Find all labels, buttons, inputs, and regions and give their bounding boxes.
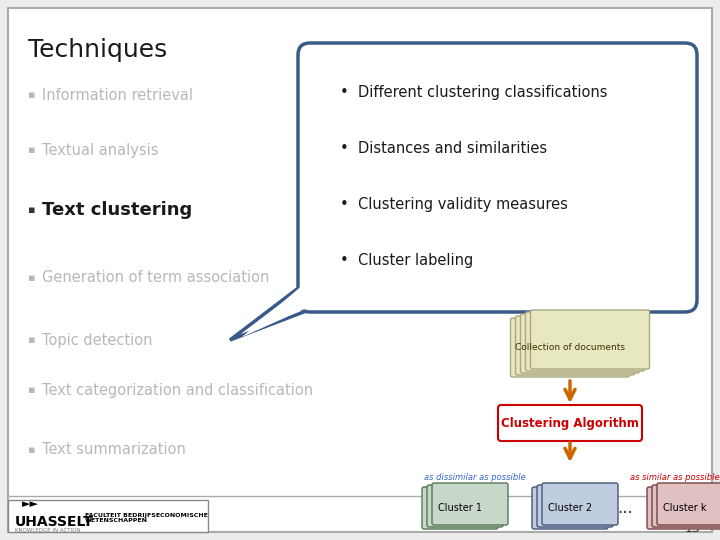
FancyBboxPatch shape xyxy=(526,312,644,371)
FancyBboxPatch shape xyxy=(542,483,618,525)
FancyBboxPatch shape xyxy=(537,485,613,527)
Text: •  Clustering validity measures: • Clustering validity measures xyxy=(340,197,568,212)
Text: ▪: ▪ xyxy=(28,273,35,283)
Text: KNOWLEDGE IN ACTION: KNOWLEDGE IN ACTION xyxy=(15,528,81,532)
FancyBboxPatch shape xyxy=(531,310,649,369)
Text: UHASSELT: UHASSELT xyxy=(15,515,94,529)
Text: ►►: ►► xyxy=(22,499,39,509)
Text: •  Cluster labeling: • Cluster labeling xyxy=(340,253,473,268)
Polygon shape xyxy=(242,272,318,337)
Text: Clustering Algorithm: Clustering Algorithm xyxy=(501,416,639,429)
Text: FACULTEIT BEDRIJFSECONOMISCHE
WETENSCHAPPEN: FACULTEIT BEDRIJFSECONOMISCHE WETENSCHAP… xyxy=(85,512,208,523)
Text: Topic detection: Topic detection xyxy=(42,333,153,348)
FancyBboxPatch shape xyxy=(510,318,629,377)
FancyBboxPatch shape xyxy=(516,316,634,375)
FancyBboxPatch shape xyxy=(657,483,720,525)
FancyBboxPatch shape xyxy=(647,487,720,529)
FancyBboxPatch shape xyxy=(422,487,498,529)
Text: ▪: ▪ xyxy=(28,335,35,345)
Text: Cluster 2: Cluster 2 xyxy=(548,503,592,513)
FancyBboxPatch shape xyxy=(8,8,712,532)
Text: Information retrieval: Information retrieval xyxy=(42,87,193,103)
Text: 13: 13 xyxy=(684,522,700,535)
Text: ▪: ▪ xyxy=(28,90,35,100)
Text: as similar as possible: as similar as possible xyxy=(630,473,720,482)
Text: Collection of documents: Collection of documents xyxy=(515,343,625,352)
Text: as dissimilar as possible: as dissimilar as possible xyxy=(424,473,526,482)
Text: ...: ... xyxy=(617,499,633,517)
Text: Cluster 1: Cluster 1 xyxy=(438,503,482,513)
FancyBboxPatch shape xyxy=(498,405,642,441)
FancyBboxPatch shape xyxy=(521,314,639,373)
Text: ▪: ▪ xyxy=(28,385,35,395)
Text: ▪: ▪ xyxy=(28,445,35,455)
FancyBboxPatch shape xyxy=(8,500,208,532)
FancyBboxPatch shape xyxy=(427,485,503,527)
Text: Cluster k: Cluster k xyxy=(663,503,707,513)
Text: •  Different clustering classifications: • Different clustering classifications xyxy=(340,85,608,100)
Text: ▪: ▪ xyxy=(28,205,35,215)
Text: Textual analysis: Textual analysis xyxy=(42,143,158,158)
Text: Text categorization and classification: Text categorization and classification xyxy=(42,382,313,397)
Text: Techniques: Techniques xyxy=(28,38,167,62)
FancyBboxPatch shape xyxy=(298,43,697,312)
FancyBboxPatch shape xyxy=(532,487,608,529)
Text: •  Distances and similarities: • Distances and similarities xyxy=(340,141,547,156)
Text: Text summarization: Text summarization xyxy=(42,442,186,457)
Text: Text clustering: Text clustering xyxy=(42,201,192,219)
Text: ▪: ▪ xyxy=(28,145,35,155)
FancyBboxPatch shape xyxy=(432,483,508,525)
FancyBboxPatch shape xyxy=(652,485,720,527)
Text: Generation of term association: Generation of term association xyxy=(42,271,269,286)
Polygon shape xyxy=(230,270,322,340)
